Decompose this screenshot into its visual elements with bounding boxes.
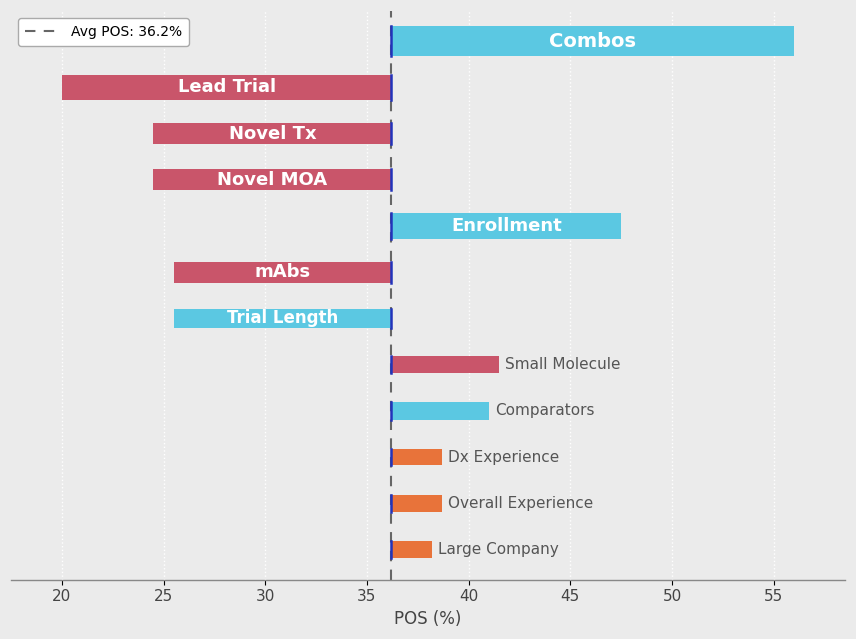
Bar	[391, 495, 443, 512]
Text: Novel Tx: Novel Tx	[229, 125, 316, 142]
Legend: Avg POS: 36.2%: Avg POS: 36.2%	[18, 18, 189, 46]
Text: Enrollment: Enrollment	[451, 217, 562, 235]
X-axis label: POS (%): POS (%)	[395, 610, 461, 628]
Text: Overall Experience: Overall Experience	[449, 496, 593, 511]
Bar	[174, 309, 391, 328]
Text: Dx Experience: Dx Experience	[449, 450, 560, 465]
Bar	[391, 541, 432, 558]
Text: Comparators: Comparators	[495, 403, 595, 419]
Text: mAbs: mAbs	[254, 263, 311, 281]
Text: Trial Length: Trial Length	[227, 309, 338, 327]
Text: Lead Trial: Lead Trial	[177, 79, 276, 96]
Bar	[391, 26, 794, 56]
Text: Combos: Combos	[550, 32, 636, 50]
Bar	[391, 356, 499, 373]
Bar	[391, 449, 443, 465]
Bar	[62, 75, 391, 100]
Text: Small Molecule: Small Molecule	[505, 357, 621, 372]
Bar	[153, 169, 391, 190]
Text: Novel MOA: Novel MOA	[217, 171, 328, 189]
Bar	[391, 213, 621, 239]
Text: Large Company: Large Company	[438, 542, 559, 557]
Bar	[174, 262, 391, 282]
Bar	[391, 402, 489, 420]
Bar	[153, 123, 391, 144]
